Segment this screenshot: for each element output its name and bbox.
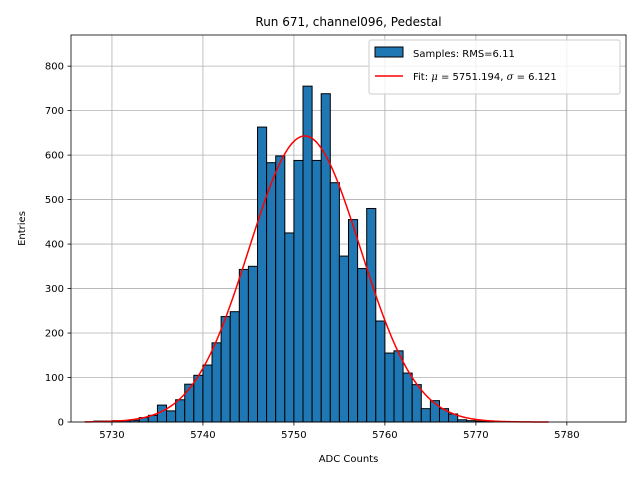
histogram-bar — [284, 232, 295, 423]
histogram-bar — [211, 342, 222, 423]
histogram-bar — [247, 265, 259, 423]
legend-fit-sigma-value: = 6.121 — [513, 72, 556, 83]
histogram-bar — [193, 374, 204, 423]
histogram-bar — [320, 93, 331, 423]
y-tick-label: 400 — [45, 240, 64, 251]
y-tick-label: 800 — [45, 62, 64, 73]
x-tick-label: 5780 — [554, 430, 579, 441]
histogram-bar — [275, 155, 286, 423]
x-axis-label: ADC Counts — [319, 454, 379, 465]
legend-hist-label: Samples: RMS=6.11 — [413, 49, 515, 60]
legend-fit-prefix: Fit: — [413, 72, 431, 83]
x-tick-label: 5760 — [372, 430, 397, 441]
x-tick-label: 5730 — [99, 430, 124, 441]
histogram-bar — [420, 408, 431, 423]
chart-title: Run 671, channel096, Pedestal — [255, 15, 441, 29]
histogram-bar — [238, 268, 249, 423]
histogram-bar — [338, 255, 350, 423]
x-tick-label: 5750 — [281, 430, 306, 441]
histogram-bar — [220, 316, 231, 423]
y-tick-label: 600 — [45, 151, 64, 162]
y-axis-ticks: 0 100 200 300 400 500 600 700 800 — [45, 62, 71, 429]
histogram-bars — [93, 85, 495, 423]
y-tick-label: 700 — [45, 106, 64, 117]
x-tick-label: 5770 — [463, 430, 488, 441]
histogram-bar — [402, 372, 413, 423]
legend-box — [368, 39, 621, 95]
histogram-bar — [375, 320, 386, 423]
histogram-bar — [384, 352, 395, 423]
histogram-bar — [366, 207, 377, 423]
x-tick-label: 5740 — [190, 430, 215, 441]
histogram-bar — [229, 311, 240, 423]
histogram-bar — [202, 364, 213, 423]
plot-frame — [70, 34, 627, 423]
histogram-bar — [266, 162, 277, 423]
histogram-bar — [393, 350, 404, 423]
y-tick-label: 200 — [45, 329, 64, 340]
y-axis-label: Entries — [17, 211, 28, 246]
y-tick-label: 500 — [45, 195, 64, 206]
histogram-bar — [348, 219, 359, 423]
legend-fit-mu-value: = 5751.194, — [438, 72, 507, 83]
y-tick-label: 300 — [45, 284, 64, 295]
histogram-bar — [329, 182, 340, 423]
histogram-bar — [293, 159, 304, 423]
histogram-bar — [311, 159, 322, 423]
histogram-bar — [357, 268, 368, 423]
histogram-bar — [175, 399, 186, 423]
fit-curve — [84, 135, 549, 423]
legend: Samples: RMS=6.11 Fit: μ = 5751.194, σ =… — [368, 39, 621, 95]
y-tick-label: 100 — [45, 373, 64, 384]
histogram-bar — [166, 410, 177, 423]
legend-fit-sigma-symbol: σ — [507, 72, 515, 83]
x-axis-ticks: 5730 5740 5750 5760 5770 5780 — [99, 422, 580, 441]
legend-hist-swatch — [374, 46, 404, 58]
legend-fit-mu-symbol: μ — [431, 72, 438, 83]
y-tick-label: 0 — [58, 418, 64, 429]
legend-fit-label: Fit: μ = 5751.194, σ = 6.121 — [413, 72, 557, 83]
histogram-bar — [411, 384, 422, 423]
histogram-bar — [257, 126, 268, 423]
